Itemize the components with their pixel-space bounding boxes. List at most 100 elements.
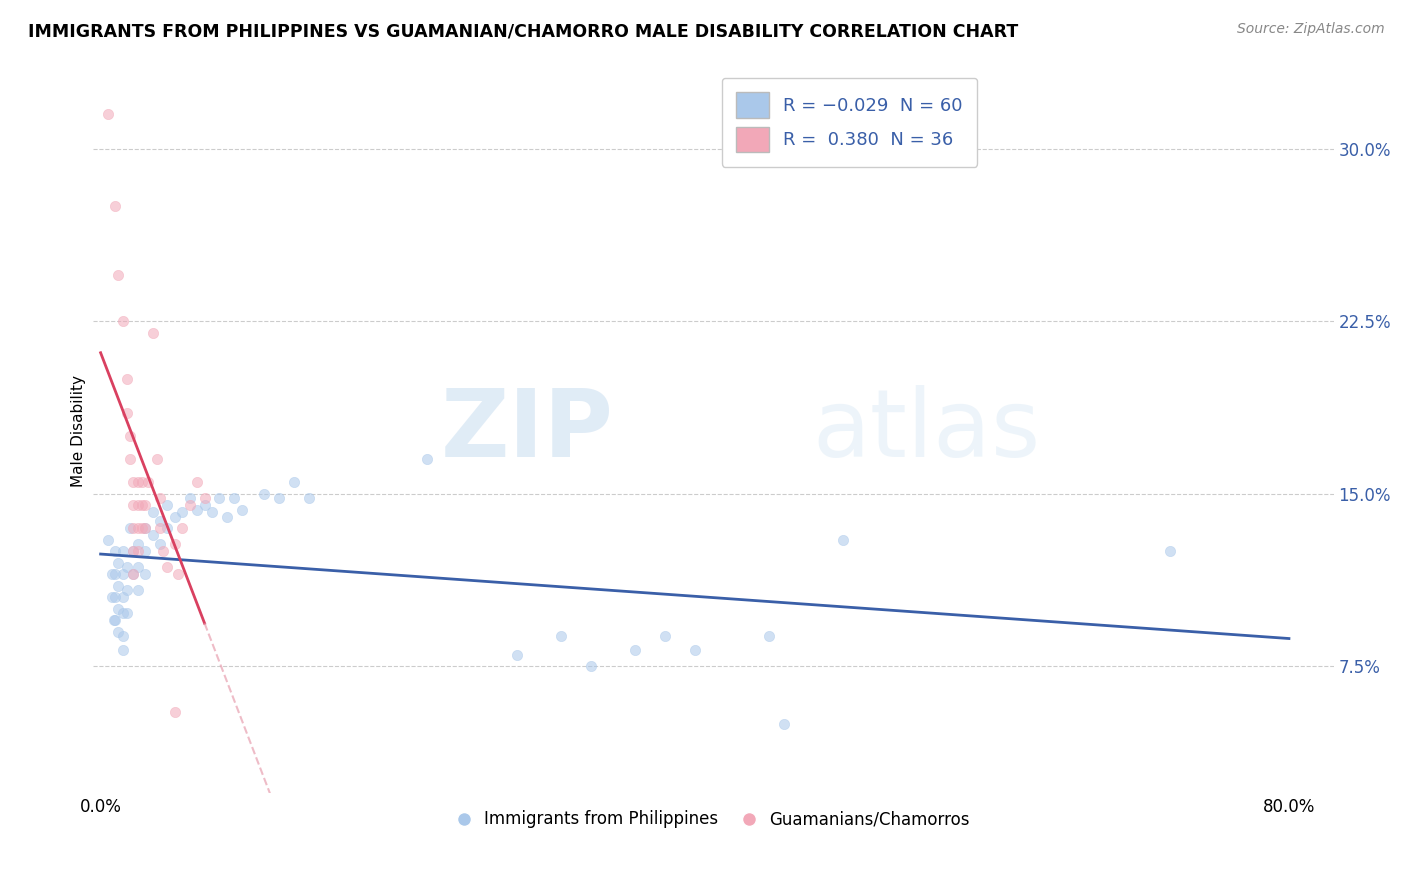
Point bbox=[172, 521, 194, 535]
Point bbox=[1159, 544, 1181, 558]
Point bbox=[224, 491, 246, 506]
Point bbox=[117, 607, 139, 621]
Point bbox=[505, 648, 527, 662]
Point bbox=[107, 579, 129, 593]
Point bbox=[832, 533, 855, 547]
Point bbox=[120, 429, 142, 443]
Point bbox=[131, 521, 153, 535]
Point bbox=[208, 491, 231, 506]
Point bbox=[120, 521, 142, 535]
Point bbox=[194, 498, 217, 512]
Point bbox=[107, 624, 129, 639]
Point bbox=[101, 591, 124, 605]
Point bbox=[416, 452, 439, 467]
Point bbox=[194, 491, 217, 506]
Point bbox=[103, 613, 125, 627]
Point bbox=[111, 567, 134, 582]
Point bbox=[179, 498, 201, 512]
Point bbox=[201, 505, 224, 519]
Point bbox=[179, 491, 201, 506]
Point bbox=[172, 505, 194, 519]
Point bbox=[122, 544, 145, 558]
Point bbox=[107, 601, 129, 615]
Point bbox=[166, 567, 188, 582]
Point bbox=[134, 544, 156, 558]
Point bbox=[231, 503, 253, 517]
Point bbox=[120, 452, 142, 467]
Point bbox=[134, 521, 156, 535]
Point bbox=[111, 629, 134, 643]
Point bbox=[104, 544, 127, 558]
Y-axis label: Male Disability: Male Disability bbox=[72, 375, 86, 487]
Point bbox=[104, 199, 127, 213]
Point bbox=[142, 505, 165, 519]
Point bbox=[127, 544, 149, 558]
Point bbox=[111, 314, 134, 328]
Point bbox=[117, 372, 139, 386]
Point bbox=[163, 705, 186, 719]
Point bbox=[624, 643, 647, 657]
Point bbox=[122, 498, 145, 512]
Point bbox=[117, 560, 139, 574]
Point bbox=[186, 475, 208, 490]
Point bbox=[127, 583, 149, 598]
Point bbox=[122, 544, 145, 558]
Point bbox=[134, 567, 156, 582]
Point bbox=[149, 521, 172, 535]
Point bbox=[104, 591, 127, 605]
Point bbox=[253, 487, 276, 501]
Point bbox=[156, 521, 179, 535]
Legend: Immigrants from Philippines, Guamanians/Chamorros: Immigrants from Philippines, Guamanians/… bbox=[450, 804, 977, 835]
Point bbox=[654, 629, 676, 643]
Point bbox=[156, 498, 179, 512]
Point bbox=[163, 509, 186, 524]
Point bbox=[111, 544, 134, 558]
Point bbox=[127, 498, 149, 512]
Point bbox=[131, 475, 153, 490]
Point bbox=[131, 498, 153, 512]
Text: atlas: atlas bbox=[813, 384, 1040, 476]
Point bbox=[215, 509, 238, 524]
Point bbox=[134, 498, 156, 512]
Point bbox=[122, 475, 145, 490]
Point bbox=[186, 503, 208, 517]
Point bbox=[111, 643, 134, 657]
Point bbox=[550, 629, 572, 643]
Point bbox=[142, 326, 165, 340]
Point bbox=[104, 567, 127, 582]
Point bbox=[122, 567, 145, 582]
Point bbox=[149, 491, 172, 506]
Point bbox=[104, 613, 127, 627]
Point bbox=[101, 567, 124, 582]
Point bbox=[283, 475, 305, 490]
Point bbox=[127, 521, 149, 535]
Point bbox=[122, 521, 145, 535]
Point bbox=[156, 560, 179, 574]
Point bbox=[97, 533, 120, 547]
Point bbox=[267, 491, 290, 506]
Point bbox=[149, 537, 172, 551]
Point bbox=[149, 515, 172, 529]
Point bbox=[122, 567, 145, 582]
Point bbox=[134, 521, 156, 535]
Point bbox=[297, 491, 319, 506]
Point bbox=[117, 583, 139, 598]
Point bbox=[152, 544, 174, 558]
Point bbox=[111, 607, 134, 621]
Point bbox=[579, 659, 602, 673]
Text: Source: ZipAtlas.com: Source: ZipAtlas.com bbox=[1237, 22, 1385, 37]
Point bbox=[146, 452, 169, 467]
Point bbox=[127, 537, 149, 551]
Point bbox=[107, 556, 129, 570]
Point bbox=[107, 268, 129, 283]
Point bbox=[111, 591, 134, 605]
Point bbox=[142, 528, 165, 542]
Point bbox=[773, 716, 796, 731]
Point bbox=[117, 406, 139, 420]
Point bbox=[758, 629, 780, 643]
Text: IMMIGRANTS FROM PHILIPPINES VS GUAMANIAN/CHAMORRO MALE DISABILITY CORRELATION CH: IMMIGRANTS FROM PHILIPPINES VS GUAMANIAN… bbox=[28, 22, 1018, 40]
Point bbox=[127, 560, 149, 574]
Point bbox=[683, 643, 706, 657]
Point bbox=[127, 475, 149, 490]
Text: ZIP: ZIP bbox=[441, 384, 614, 476]
